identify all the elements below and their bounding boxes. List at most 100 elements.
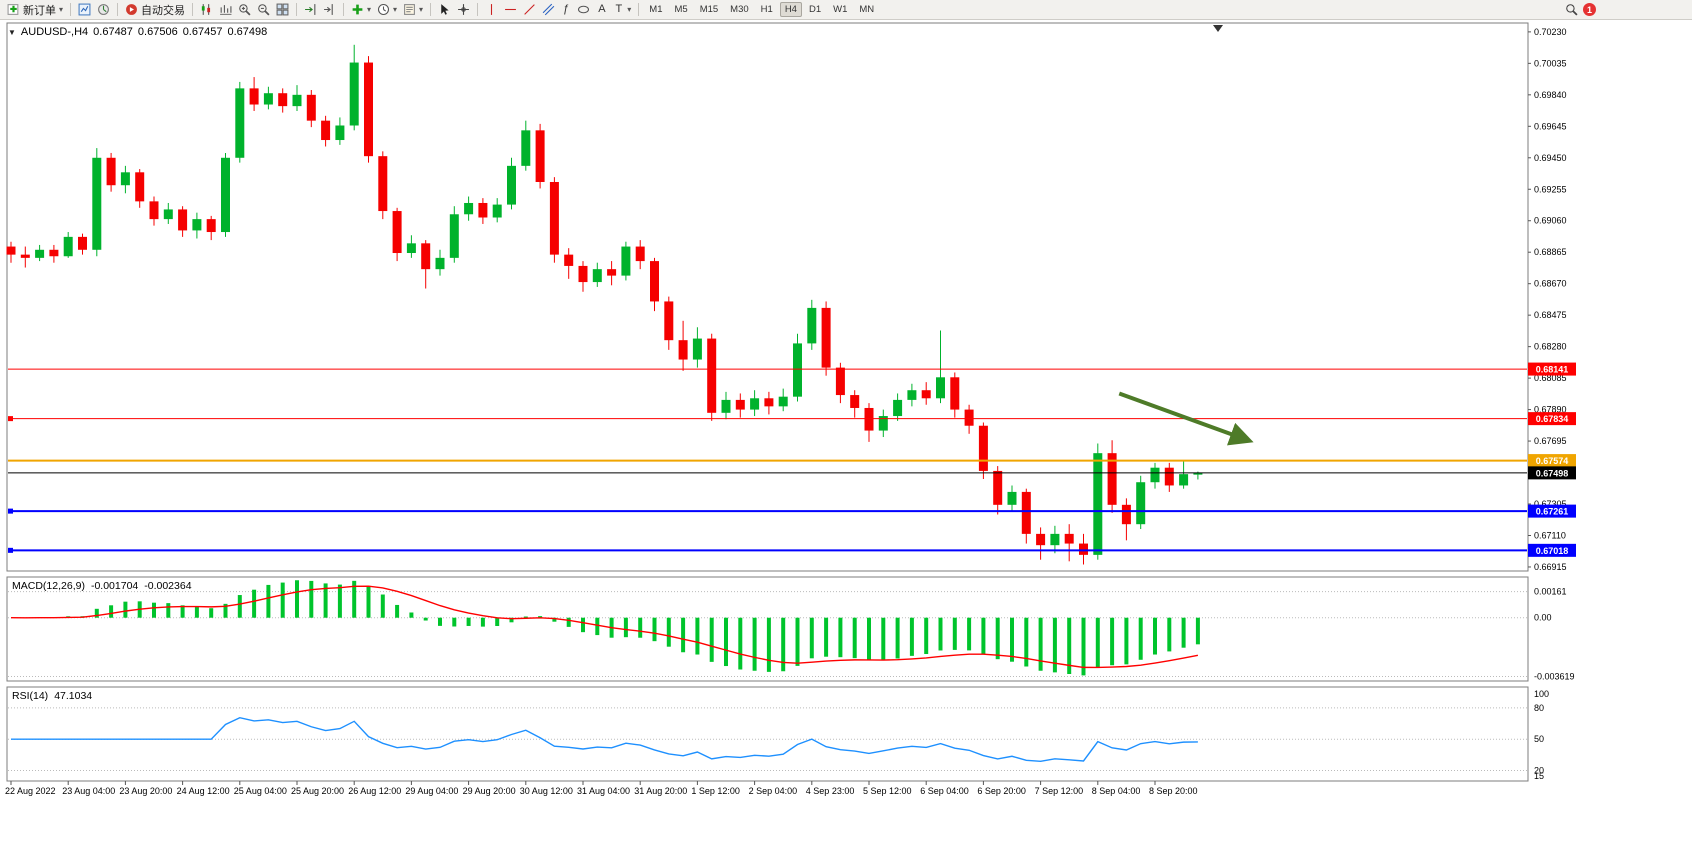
rsi-name: RSI(14) (12, 690, 49, 702)
timeframe-button-m30[interactable]: M30 (730, 4, 749, 15)
svg-text:0.00: 0.00 (1534, 613, 1552, 623)
notification-badge[interactable]: 1 (1583, 3, 1596, 16)
depth-of-market-icon (98, 4, 109, 15)
svg-text:8 Sep 04:00: 8 Sep 04:00 (1092, 786, 1141, 796)
timeframe-button-h4[interactable]: H4 (779, 2, 802, 17)
svg-text:50: 50 (1534, 734, 1544, 744)
timeframe-button-mn[interactable]: MN (859, 4, 875, 15)
toolbar-separator (192, 3, 194, 16)
candlestick-chart-icon (201, 4, 211, 15)
chart-shift-marker (1213, 25, 1223, 32)
timeframe-button-h1[interactable]: H1 (760, 4, 773, 15)
crosshair-button[interactable] (454, 2, 473, 17)
price-badge (1528, 362, 1576, 376)
trendline-button[interactable] (520, 2, 539, 17)
svg-text:7 Sep 12:00: 7 Sep 12:00 (1035, 786, 1084, 796)
toolbar-right-group: 1 (1565, 3, 1596, 16)
svg-text:0.68280: 0.68280 (1534, 342, 1567, 352)
price-badge (1528, 543, 1576, 557)
svg-text:-0.003619: -0.003619 (1534, 671, 1575, 681)
svg-text:26 Aug 12:00: 26 Aug 12:00 (348, 786, 401, 796)
vertical-line-button[interactable] (482, 2, 501, 17)
timeframe-button-m15[interactable]: M15 (699, 4, 719, 15)
svg-text:0.00161: 0.00161 (1534, 587, 1567, 597)
auto-scroll-button[interactable] (301, 2, 320, 17)
horizontal-line-button[interactable] (501, 2, 520, 17)
timeframe-button-w1[interactable]: W1 (833, 4, 848, 15)
timeframe-button-m1[interactable]: M1 (649, 4, 663, 15)
high-value: 0.67506 (137, 26, 178, 38)
svg-text:0.67574: 0.67574 (1536, 456, 1569, 466)
zoom-in-button[interactable] (235, 2, 254, 17)
new-order-button[interactable]: 新订单 ▾ (4, 1, 66, 19)
svg-text:24 Aug 12:00: 24 Aug 12:00 (177, 786, 230, 796)
zoom-in-icon (239, 4, 251, 16)
svg-text:0.68865: 0.68865 (1534, 247, 1567, 257)
svg-text:30 Aug 12:00: 30 Aug 12:00 (520, 786, 573, 796)
cursor-button[interactable] (435, 2, 454, 17)
fibonacci-icon: ƒ (563, 3, 570, 15)
bar-chart-button[interactable] (216, 2, 235, 17)
svg-text:0.68085: 0.68085 (1534, 373, 1567, 383)
svg-text:6 Sep 04:00: 6 Sep 04:00 (920, 786, 969, 796)
svg-text:6 Sep 20:00: 6 Sep 20:00 (977, 786, 1026, 796)
line-handle (8, 547, 13, 553)
search-icon[interactable] (1565, 3, 1578, 16)
svg-text:0.67695: 0.67695 (1534, 436, 1567, 446)
arrow-tools-button[interactable]: T ▾ (611, 3, 635, 16)
periods-button[interactable]: ▾ (374, 2, 400, 17)
crosshair-icon (458, 4, 469, 15)
macd-signal-value: -0.002364 (144, 580, 192, 592)
autotrading-button[interactable]: 自动交易 (122, 1, 188, 19)
timeframe-button-m5[interactable]: M5 (674, 4, 688, 15)
svg-text:31 Aug 20:00: 31 Aug 20:00 (634, 786, 687, 796)
auto-scroll-icon (305, 4, 316, 15)
shapes-button[interactable] (574, 2, 593, 17)
macd-panel: 0.00161 0.00 -0.003619 (8, 580, 1575, 681)
caret-down-icon: ▾ (393, 4, 398, 14)
svg-text:23 Aug 04:00: 23 Aug 04:00 (62, 786, 115, 796)
toolbar-separator (638, 3, 640, 16)
vertical-line-ic (491, 4, 493, 15)
price-badge (1528, 454, 1576, 468)
toolbar-separator (296, 3, 298, 16)
fibonacci-button[interactable]: ƒ (558, 3, 574, 16)
svg-text:29 Aug 04:00: 29 Aug 04:00 (405, 786, 458, 796)
new-order-icon (7, 4, 19, 15)
channel-icon (542, 3, 555, 16)
chart-shift-button[interactable] (320, 2, 339, 17)
autotrading-label: 自动交易 (141, 4, 186, 17)
candlestick-chart-button[interactable] (197, 2, 216, 17)
profiles-button[interactable] (75, 2, 94, 17)
text-label-button[interactable]: A (593, 3, 610, 16)
channel-button[interactable] (539, 2, 558, 17)
indicators-button[interactable]: ▾ (348, 2, 374, 17)
svg-text:0.69645: 0.69645 (1534, 121, 1567, 131)
svg-text:31 Aug 04:00: 31 Aug 04:00 (577, 786, 630, 796)
svg-text:0.66915: 0.66915 (1534, 562, 1567, 572)
svg-text:0.67498: 0.67498 (1536, 468, 1569, 478)
cursor-icon (441, 4, 449, 15)
price-axis: 0.70230 0.70035 0.69840 0.69645 0.69450 0.692… (1528, 27, 1567, 572)
svg-text:0.67834: 0.67834 (1536, 414, 1569, 424)
zoom-out-button[interactable] (254, 2, 273, 17)
timeframe-button-d1[interactable]: D1 (808, 4, 822, 15)
chart-shift-icon (324, 4, 333, 15)
depth-of-market-button[interactable] (94, 2, 113, 17)
macd-indicator-label: MACD(12,26,9) -0.001704 -0.002364 (12, 580, 192, 592)
caret-down-icon: ▾ (627, 4, 632, 14)
svg-text:20: 20 (1534, 766, 1544, 776)
svg-text:22 Aug 2022: 22 Aug 2022 (5, 786, 56, 796)
svg-text:15: 15 (1534, 771, 1544, 781)
svg-text:25 Aug 04:00: 25 Aug 04:00 (234, 786, 287, 796)
tile-windows-button[interactable] (273, 2, 292, 17)
templates-button[interactable]: ▾ (400, 2, 426, 17)
collapse-arrow-icon[interactable]: ▼ (8, 27, 16, 37)
line-handle (8, 416, 13, 422)
svg-text:100: 100 (1534, 689, 1549, 699)
horizontal-lines-layer: 0.68141 0.67834 0.67574 0.67498 0.67261 0.670… (8, 362, 1576, 557)
macd-signal-line (10, 585, 1199, 669)
svg-text:0.70230: 0.70230 (1534, 27, 1567, 37)
